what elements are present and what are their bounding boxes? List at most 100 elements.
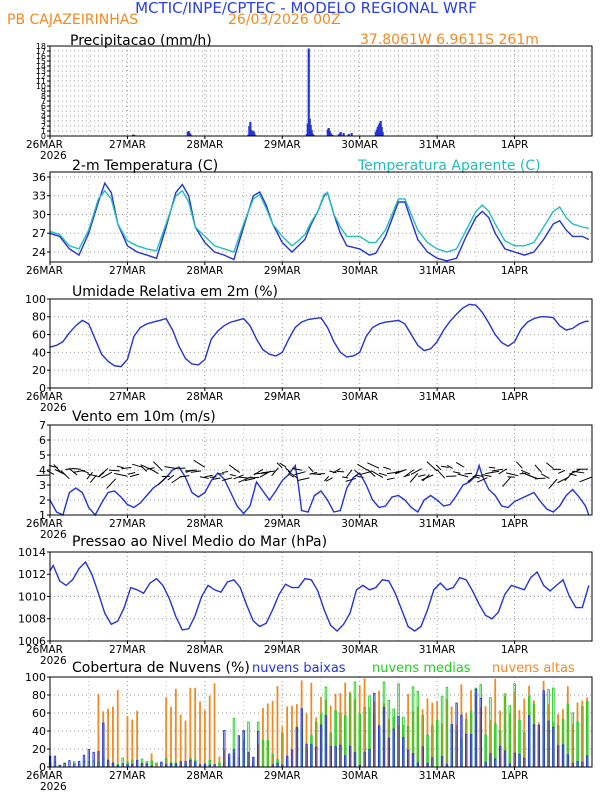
- wind-barb: [60, 470, 70, 480]
- precip-ytick-label: 14: [36, 62, 46, 71]
- wind-barb: [579, 476, 593, 483]
- cloud-high-bar: [412, 711, 414, 767]
- cloud-high-bar: [170, 706, 172, 767]
- cloud-high-bar: [102, 711, 105, 767]
- wind-xtick-label: 31MAR: [419, 518, 456, 530]
- wind-barb: [167, 474, 175, 481]
- wind-xtick-label: 30MAR: [341, 518, 378, 530]
- wind-ytick-label: 6: [39, 434, 46, 447]
- wind-barb: [106, 478, 117, 489]
- precip-xtick-label: 27MAR: [109, 139, 146, 151]
- location-coordinates: 37.8061W 6.9611S 261m: [360, 32, 539, 48]
- cloud-high-bar: [489, 719, 492, 767]
- wind-barb: [316, 473, 325, 475]
- cloud-high-bar: [315, 717, 318, 767]
- cloud-high-bar: [165, 697, 168, 767]
- wind-barb: [482, 474, 492, 478]
- wind-barb: [491, 468, 504, 472]
- pressure-ytick-label: 1008: [18, 613, 46, 626]
- cloud-high-bar: [281, 726, 284, 767]
- precip-ytick-label: 9: [41, 87, 46, 96]
- wind-barb: [410, 468, 422, 475]
- temp-ytick-label: 24: [32, 246, 46, 259]
- wind-barb: [418, 474, 426, 477]
- cloud-high-bar: [387, 718, 390, 767]
- precip-panel: [47, 45, 593, 139]
- wind-barb: [222, 471, 229, 474]
- wind-barb: [311, 473, 322, 476]
- precip-ytick-label: 5: [41, 107, 46, 116]
- temp-title: 2-m Temperatura (C): [72, 158, 218, 174]
- cloud-high-bar: [358, 685, 361, 767]
- wind-barb: [294, 471, 306, 476]
- wind-barb: [367, 469, 376, 477]
- cloud-low-bar: [160, 761, 163, 768]
- cloud-high-bar: [228, 756, 230, 767]
- cloud-low-bar: [237, 735, 240, 768]
- precip-ytick-label: 6: [41, 102, 46, 111]
- pressure-xtick-label: 1APR: [501, 644, 529, 656]
- cloud-high-bar: [368, 707, 371, 767]
- wind-barb: [291, 467, 302, 471]
- wind-ytick-label: 4: [39, 464, 46, 477]
- pressure-xtick-label: 27MAR: [109, 644, 146, 656]
- wind-barb: [505, 472, 519, 477]
- wind-barb: [204, 474, 213, 478]
- wind-barb: [329, 470, 337, 474]
- cloud-high-bar: [184, 720, 187, 767]
- pressure-ytick-label: 1014: [18, 546, 46, 559]
- wind-year-label: 2026: [40, 529, 67, 541]
- wind-barb: [485, 470, 500, 475]
- cloud-high-bar: [116, 690, 119, 767]
- precip-xtick-label: 1APR: [501, 139, 529, 151]
- wind-barb: [341, 476, 349, 479]
- wind-barb: [455, 461, 465, 468]
- wind-barb: [572, 470, 585, 474]
- wind-barb: [488, 466, 496, 469]
- wind-xtick-label: 26MAR: [26, 518, 63, 530]
- cloud-high-bar: [581, 700, 584, 767]
- cloud-high-bar: [537, 722, 540, 767]
- wind-barb: [440, 465, 449, 468]
- wind-barb: [540, 473, 550, 479]
- wind-barb: [184, 469, 198, 472]
- precip-xtick-label: 30MAR: [341, 139, 378, 151]
- cloud-high-bar: [112, 706, 114, 767]
- legend-low-clouds: nuvens baixas: [252, 661, 346, 676]
- cloud-high-bar: [131, 719, 134, 767]
- wind-barb: [276, 462, 283, 469]
- wind-title: Vento em 10m (m/s): [72, 409, 216, 425]
- cloud-high-bar: [252, 756, 255, 767]
- wind-barb: [114, 472, 128, 477]
- cloud-high-bar: [339, 692, 342, 767]
- wind-barb: [426, 461, 438, 472]
- wind-ytick-label: 7: [39, 419, 46, 432]
- cloud-high-bar: [402, 724, 405, 767]
- cloud-high-bar: [320, 696, 322, 767]
- precip-bar: [310, 130, 313, 136]
- cloud-high-bar: [194, 687, 197, 767]
- precip-ytick-label: 10: [36, 82, 46, 91]
- wind-barb: [457, 473, 469, 478]
- precip-ytick-label: 2: [41, 122, 46, 131]
- cloud-high-bar: [470, 690, 472, 767]
- precip-ytick-label: 1: [41, 127, 46, 136]
- temp-xtick-label: 28MAR: [186, 265, 223, 277]
- wind-barb: [558, 469, 566, 474]
- wind-barb: [140, 465, 148, 472]
- wind-barb: [36, 474, 51, 477]
- wind-barb: [354, 475, 364, 479]
- precip-bar: [307, 48, 310, 136]
- wind-barb: [193, 459, 206, 468]
- wind-barb: [228, 464, 240, 473]
- wind-barb: [179, 475, 190, 478]
- cloud-high-bar: [533, 700, 535, 767]
- rh-panel: [47, 298, 593, 391]
- wind-barb: [212, 477, 221, 480]
- temp-legend: Temperatura Aparente (C): [357, 158, 541, 174]
- precip-bar: [311, 133, 314, 136]
- wind-barb: [332, 468, 341, 474]
- pressure-year-label: 2026: [40, 655, 67, 667]
- cloud-high-bar: [174, 688, 177, 767]
- cloud-high-bar: [363, 678, 366, 767]
